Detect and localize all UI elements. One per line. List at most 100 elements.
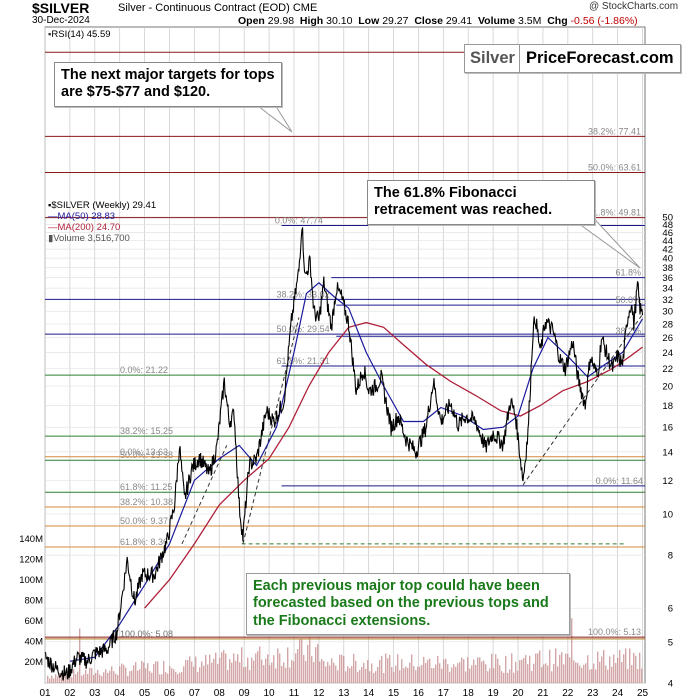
x-tick-label: 22 bbox=[562, 688, 574, 699]
volume-bar bbox=[363, 662, 365, 683]
volume-bar bbox=[419, 666, 421, 683]
volume-bar bbox=[537, 653, 539, 683]
volume-bar bbox=[591, 669, 593, 683]
volume-bar bbox=[443, 659, 445, 683]
volume-bar bbox=[387, 658, 389, 683]
volume-bar bbox=[107, 672, 109, 683]
volume-bar bbox=[201, 661, 203, 683]
volume-bar bbox=[283, 662, 285, 683]
volume-bar bbox=[383, 673, 385, 683]
volume-bar bbox=[309, 637, 311, 683]
volume-bar bbox=[147, 663, 149, 683]
volume-bar bbox=[485, 664, 487, 683]
volume-bar bbox=[377, 667, 379, 683]
volume-bar bbox=[613, 654, 615, 683]
volume-bar bbox=[141, 660, 143, 683]
logo-silver: Silver bbox=[470, 49, 515, 67]
volume-bar bbox=[321, 659, 323, 683]
volume-bar bbox=[299, 639, 301, 683]
change-label: Chg bbox=[547, 15, 568, 27]
exchange-label: CME bbox=[292, 2, 318, 14]
volume-bar bbox=[461, 657, 463, 683]
volume-bar bbox=[511, 653, 513, 683]
volume-bar bbox=[231, 662, 233, 683]
volume-bar bbox=[523, 658, 525, 683]
fib-label: 38.2% bbox=[615, 326, 641, 336]
callout-forecast: Each previous major top could have been … bbox=[246, 573, 570, 636]
volume-bar bbox=[325, 666, 327, 683]
volume-bar bbox=[227, 670, 229, 683]
y-tick-label: 44 bbox=[662, 236, 673, 247]
volume-bar bbox=[271, 662, 273, 683]
volume-bar bbox=[85, 669, 87, 683]
volume-bar bbox=[281, 665, 283, 683]
volume-bar bbox=[151, 672, 153, 683]
volume-bar bbox=[197, 672, 199, 683]
volume-bar bbox=[459, 662, 461, 683]
volume-tick-label: 140M bbox=[19, 534, 43, 545]
volume-bar bbox=[347, 666, 349, 683]
volume-bar bbox=[205, 654, 207, 683]
volume-bar bbox=[403, 668, 405, 683]
logo-domain: PriceForecast.com bbox=[518, 45, 680, 72]
y-tick-label: 40 bbox=[662, 254, 673, 265]
y-tick-label: 20 bbox=[662, 382, 673, 393]
volume-tick-label: 120M bbox=[19, 555, 43, 566]
volume-bar bbox=[345, 671, 347, 683]
volume-bar bbox=[429, 658, 431, 683]
volume-bar bbox=[65, 673, 67, 683]
volume-bar bbox=[353, 653, 355, 683]
volume-bar bbox=[493, 668, 495, 683]
volume-bar bbox=[317, 644, 319, 683]
volume-bar bbox=[409, 662, 411, 683]
volume-bar bbox=[253, 660, 255, 683]
volume-bar bbox=[257, 651, 259, 683]
ma200-legend-text: MA(200) 24.70 bbox=[57, 222, 121, 233]
y-tick-label: 14 bbox=[662, 447, 673, 458]
volume-bar bbox=[587, 655, 589, 683]
volume-bar bbox=[55, 674, 57, 683]
volume-bar bbox=[179, 672, 181, 683]
volume-bar bbox=[83, 674, 85, 683]
volume-bar bbox=[431, 668, 433, 683]
volume-bar bbox=[161, 674, 163, 683]
volume-bar bbox=[245, 666, 247, 683]
volume-bar bbox=[533, 663, 535, 683]
y-tick-label: 8 bbox=[668, 551, 673, 562]
y-tick-label: 18 bbox=[662, 401, 673, 412]
volume-bar bbox=[137, 670, 139, 683]
volume-bar bbox=[91, 667, 93, 683]
volume-bar bbox=[195, 656, 197, 683]
volume-bar bbox=[611, 666, 613, 683]
volume-bar bbox=[569, 657, 571, 683]
price-series bbox=[44, 227, 644, 681]
volume-bar bbox=[451, 667, 453, 683]
volume-bar bbox=[531, 670, 533, 683]
volume-bar bbox=[469, 668, 471, 683]
fib-label: 50.0%: 9.37 bbox=[120, 516, 168, 526]
volume-bar bbox=[487, 671, 489, 683]
volume-bar bbox=[563, 664, 565, 683]
volume-bar bbox=[303, 655, 305, 683]
volume-bar bbox=[115, 673, 117, 683]
volume-bar bbox=[293, 661, 295, 683]
volume-bar bbox=[543, 664, 545, 683]
x-tick-label: 12 bbox=[313, 688, 325, 699]
volume-bar bbox=[467, 657, 469, 683]
low-value: 29.27 bbox=[382, 15, 409, 27]
volume-bar bbox=[263, 665, 265, 683]
volume-bar bbox=[413, 666, 415, 683]
fib-label: 50.0%: 29.54 bbox=[277, 324, 330, 334]
volume-bar bbox=[367, 660, 369, 683]
volume-bar bbox=[439, 663, 441, 683]
volume-bar bbox=[129, 671, 131, 683]
ma50-legend: —MA(50) 28.83 bbox=[48, 211, 116, 222]
fib-label: 100.0%: 5.13 bbox=[588, 627, 641, 637]
y-tick-label: 6 bbox=[668, 604, 673, 615]
volume-bar bbox=[547, 665, 549, 683]
volume-bar bbox=[47, 675, 49, 683]
volume-bar bbox=[265, 658, 267, 683]
volume-bar bbox=[59, 673, 61, 683]
ma200-legend: —MA(200) 24.70 bbox=[48, 222, 121, 233]
volume-bar bbox=[593, 663, 595, 683]
